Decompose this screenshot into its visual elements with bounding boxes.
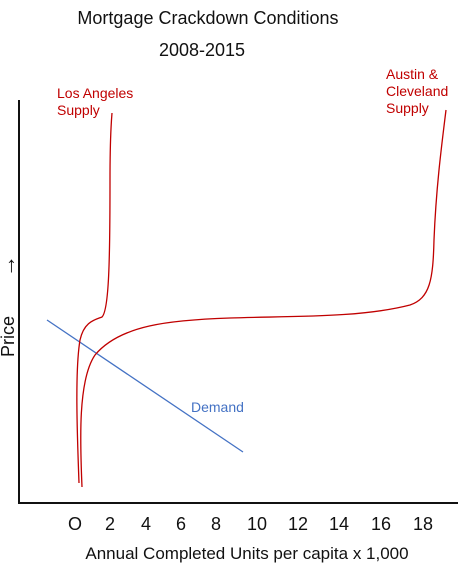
- austin-supply-label-line1: Austin &: [386, 66, 439, 82]
- x-axis-label: Annual Completed Units per capita x 1,00…: [85, 544, 408, 563]
- chart-title-line1: Mortgage Crackdown Conditions: [77, 8, 339, 28]
- x-tick-label: O: [68, 514, 82, 534]
- x-tick-label: 12: [288, 514, 308, 534]
- x-tick-label: 16: [371, 514, 391, 534]
- austin-supply-label-line2: Cleveland: [386, 83, 448, 99]
- x-tick-label: 8: [211, 514, 221, 534]
- la-supply-label-line2: Supply: [57, 102, 100, 118]
- y-axis-label: Price: [0, 316, 18, 357]
- x-tick-label: 6: [176, 514, 186, 534]
- austin-supply-label-line3: Supply: [386, 100, 429, 116]
- y-axis-arrow: →: [0, 255, 20, 277]
- austin-cleveland-supply-curve: [80, 109, 447, 488]
- chart-title-line2: 2008-2015: [158, 40, 246, 60]
- x-tick-label: 18: [413, 514, 433, 534]
- x-tick-label: 4: [141, 514, 151, 534]
- la-supply-label-line1: Los Angeles: [57, 85, 133, 101]
- x-tick-label: 10: [247, 514, 267, 534]
- x-tick-label: 2: [105, 514, 115, 534]
- demand-label: Demand: [191, 399, 244, 415]
- x-tick-label: 14: [329, 514, 349, 534]
- la-supply-curve: [76, 112, 113, 484]
